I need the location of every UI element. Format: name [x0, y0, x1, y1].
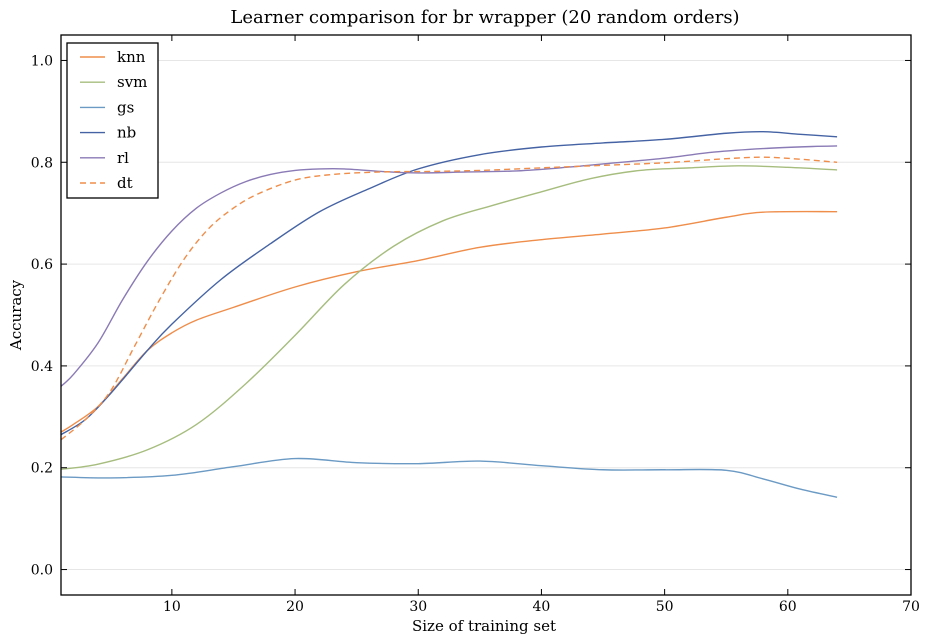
x-axis-title: Size of training set	[412, 617, 556, 635]
series-lines	[60, 130, 838, 498]
y-tick-label: 0.8	[31, 155, 53, 171]
plot-frame	[60, 34, 912, 596]
series-line-gs	[60, 457, 838, 498]
legend-label-rl: rl	[117, 149, 129, 167]
x-tick-label: 10	[163, 599, 181, 615]
y-tick-label: 0.6	[31, 257, 53, 273]
legend-label-dt: dt	[117, 174, 133, 192]
legend: knn svm gs nb rl dt	[66, 42, 159, 199]
x-tick-label: 70	[902, 599, 920, 615]
legend-label-knn: knn	[117, 48, 146, 66]
y-tick-label: 1.0	[31, 53, 53, 69]
series-line-knn	[60, 210, 838, 433]
x-tick-label: 20	[286, 599, 304, 615]
y-tick-label: 0.4	[31, 359, 53, 375]
series-line-rl	[60, 145, 838, 387]
series-line-svm	[60, 165, 838, 470]
legend-label-nb: nb	[117, 124, 136, 142]
grid-lines	[61, 59, 911, 571]
series-line-dt	[60, 156, 838, 441]
x-tick-label: 30	[409, 599, 427, 615]
legend-label-gs: gs	[117, 98, 134, 116]
axis-ticks: 0.0 0.2 0.4 0.6 0.8 1.0 10 20 30 40 50 60 70	[31, 35, 920, 615]
y-axis-title: Accuracy	[7, 279, 25, 351]
y-tick-label: 0.0	[31, 563, 53, 579]
x-tick-label: 60	[779, 599, 797, 615]
series-line-nb	[60, 130, 838, 436]
x-tick-label: 50	[656, 599, 674, 615]
legend-box	[66, 42, 159, 199]
x-tick-label: 40	[533, 599, 551, 615]
chart-title: Learner comparison for br wrapper (20 ra…	[230, 7, 739, 28]
y-tick-label: 0.2	[31, 461, 53, 477]
legend-label-svm: svm	[117, 73, 147, 91]
